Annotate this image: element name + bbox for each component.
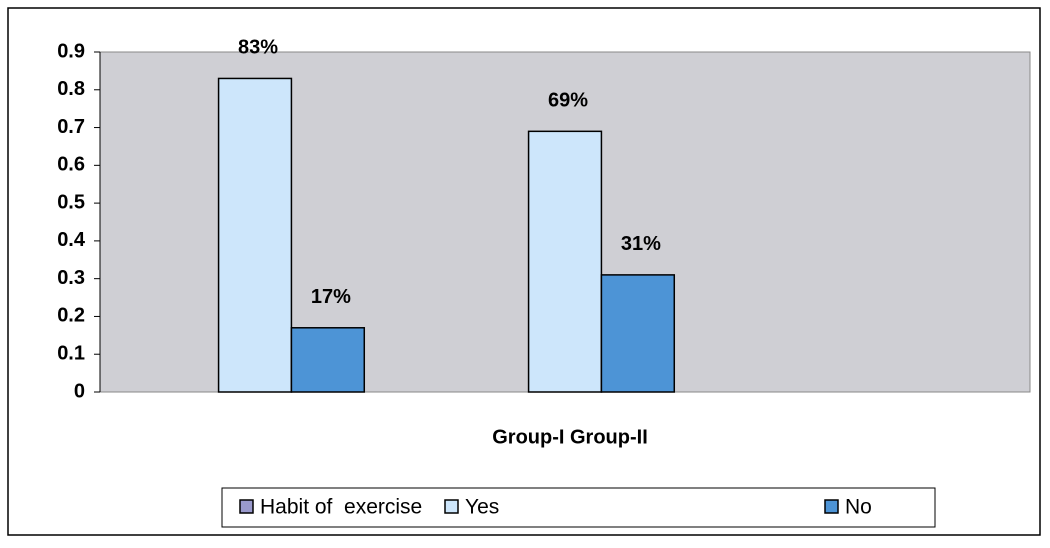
y-tick-label: 0.5 (57, 191, 85, 213)
y-tick-label: 0.1 (57, 343, 85, 365)
y-tick-label: 0 (74, 380, 85, 402)
data-label: 83% (238, 37, 278, 59)
y-tick-label: 0.4 (57, 229, 86, 251)
legend-swatch (239, 499, 254, 514)
data-label: 31% (621, 233, 661, 255)
y-tick-label: 0.6 (57, 154, 85, 176)
y-tick-label: 0.8 (57, 78, 85, 100)
bar (290, 327, 366, 393)
legend-label: No (845, 496, 872, 519)
legend-box (221, 487, 936, 528)
y-tick-label: 0.9 (57, 40, 85, 62)
x-axis-label: Group-I Group-II (492, 426, 648, 448)
legend-swatch (824, 499, 839, 514)
legend-label: Yes (465, 496, 499, 519)
data-label: 69% (548, 90, 588, 112)
y-tick-label: 0.2 (57, 305, 85, 327)
bar (600, 274, 676, 393)
y-tick-label: 0.3 (57, 267, 85, 289)
bar (217, 77, 293, 393)
y-tick-label: 0.7 (57, 116, 85, 138)
data-label: 17% (311, 286, 351, 308)
bar (527, 130, 603, 393)
legend-label: Habit of exercise (260, 496, 422, 519)
legend-swatch (444, 499, 459, 514)
